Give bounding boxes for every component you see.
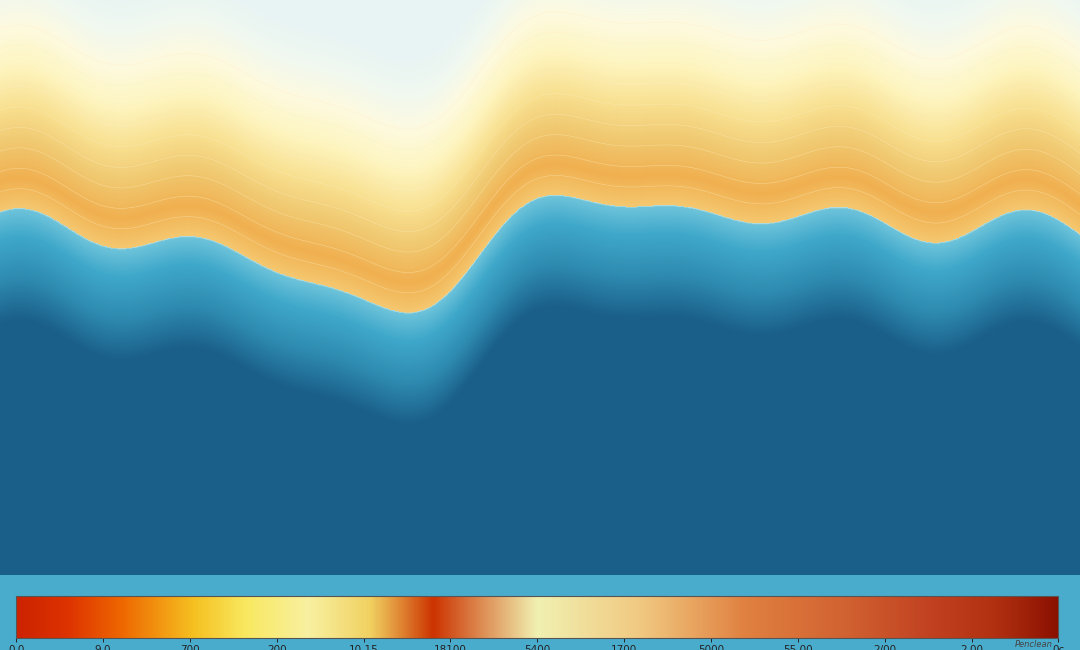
Text: Penclean: Penclean: [1015, 640, 1053, 649]
